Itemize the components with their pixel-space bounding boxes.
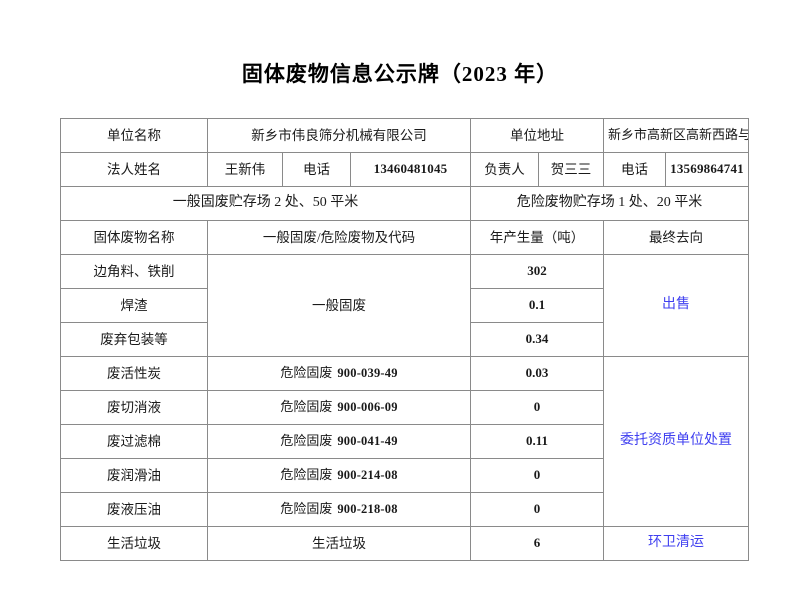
waste-name: 废活性炭 [60, 356, 208, 391]
column-header-name: 固体废物名称 [60, 220, 208, 255]
column-header-destination: 最终去向 [602, 220, 750, 255]
waste-category: 生活垃圾 [207, 526, 471, 561]
waste-code: 900-214-08 [337, 468, 398, 483]
legal-phone-label: 电话 [282, 152, 351, 187]
table-row: 边角料、铁削 一般固废 302 出售 [60, 254, 750, 357]
waste-quantity: 0.03 [470, 356, 604, 391]
table-row: 废切消液 危险固废 900-006-09 0 [60, 390, 749, 425]
table-row: 生活垃圾 生活垃圾 6 环卫清运 [60, 526, 750, 561]
manager-value: 贺三三 [538, 152, 604, 187]
category-text: 危险固废 [280, 399, 333, 415]
waste-quantity: 0.1 [470, 288, 604, 323]
table-row: 废活性炭 危险固废 900-039-49 0.03 委托资质单位处置 [60, 356, 750, 527]
waste-category-code: 危险固废 900-041-49 [207, 424, 471, 459]
category-text: 危险固废 [280, 433, 333, 449]
table-row: 废润滑油 危险固废 900-214-08 0 [60, 458, 749, 493]
table-row-unit: 单位名称 新乡市伟良筛分机械有限公司 单位地址 新乡市高新区高新西路与规划路东南… [60, 118, 750, 153]
legal-phone-value: 13460481045 [350, 152, 471, 187]
table-row: 废弃包装等 0.34 [60, 322, 749, 357]
waste-quantity: 302 [470, 254, 604, 289]
waste-category-code: 危险固废 900-006-09 [207, 390, 471, 425]
page-title: 固体废物信息公示牌（2023 年） [241, 62, 559, 86]
waste-category-general: 一般固废 [207, 254, 471, 357]
legal-person-value: 王新伟 [207, 152, 283, 187]
category-text: 危险固废 [280, 365, 333, 381]
legal-person-label: 法人姓名 [60, 152, 208, 187]
column-header-category: 一般固废/危险废物及代码 [207, 220, 471, 255]
waste-category-code: 危险固废 900-214-08 [207, 458, 471, 493]
waste-category-code: 危险固废 900-039-49 [207, 356, 471, 391]
column-header-quantity: 年产生量（吨） [470, 220, 604, 255]
waste-code: 900-039-49 [337, 366, 398, 381]
waste-code: 900-218-08 [337, 502, 398, 517]
waste-name: 边角料、铁削 [60, 254, 208, 289]
waste-name: 废弃包装等 [60, 322, 208, 357]
category-text: 危险固废 [280, 467, 333, 483]
waste-destination-hazardous: 委托资质单位处置 [602, 356, 750, 527]
waste-name: 生活垃圾 [60, 526, 208, 561]
general-storage-value: 一般固废贮存场 2 处、50 平米 [60, 186, 471, 221]
manager-phone-label: 电话 [603, 152, 666, 187]
waste-destination: 环卫清运 [602, 526, 750, 561]
table-row: 焊渣 0.1 [60, 288, 749, 323]
waste-quantity: 0 [470, 458, 604, 493]
manager-label: 负责人 [470, 152, 539, 187]
waste-name: 焊渣 [60, 288, 208, 323]
waste-category-code: 危险固废 900-218-08 [207, 492, 471, 527]
category-text: 危险固废 [280, 501, 333, 517]
waste-name: 废液压油 [60, 492, 208, 527]
unit-name-value: 新乡市伟良筛分机械有限公司 [207, 118, 471, 153]
waste-code: 900-006-09 [337, 400, 398, 415]
unit-address-label: 单位地址 [470, 118, 604, 153]
unit-name-label: 单位名称 [60, 118, 208, 153]
waste-info-table: 单位名称 新乡市伟良筛分机械有限公司 单位地址 新乡市高新区高新西路与规划路东南… [60, 118, 750, 561]
waste-quantity: 0 [470, 492, 604, 527]
waste-destination-general: 出售 [602, 254, 750, 357]
table-header-row: 固体废物名称 一般固废/危险废物及代码 年产生量（吨） 最终去向 [60, 220, 750, 255]
manager-phone-value: 13569864741 [664, 152, 750, 187]
waste-name: 废切消液 [60, 390, 208, 425]
table-row: 废过滤棉 危险固废 900-041-49 0.11 [60, 424, 749, 459]
table-row-contacts: 法人姓名 王新伟 电话 13460481045 负责人 贺三三 电话 13569… [60, 152, 750, 187]
waste-quantity: 6 [470, 526, 604, 561]
waste-name: 废润滑油 [60, 458, 208, 493]
waste-code: 900-041-49 [337, 434, 398, 449]
waste-name: 废过滤棉 [60, 424, 208, 459]
waste-quantity: 0.34 [470, 322, 604, 357]
waste-quantity: 0.11 [470, 424, 604, 459]
waste-quantity: 0 [470, 390, 604, 425]
unit-address-value: 新乡市高新区高新西路与规划路东南角 [602, 118, 750, 153]
hazardous-storage-value: 危险废物贮存场 1 处、20 平米 [469, 186, 750, 221]
table-row-storage: 一般固废贮存场 2 处、50 平米 危险废物贮存场 1 处、20 平米 [60, 186, 750, 221]
